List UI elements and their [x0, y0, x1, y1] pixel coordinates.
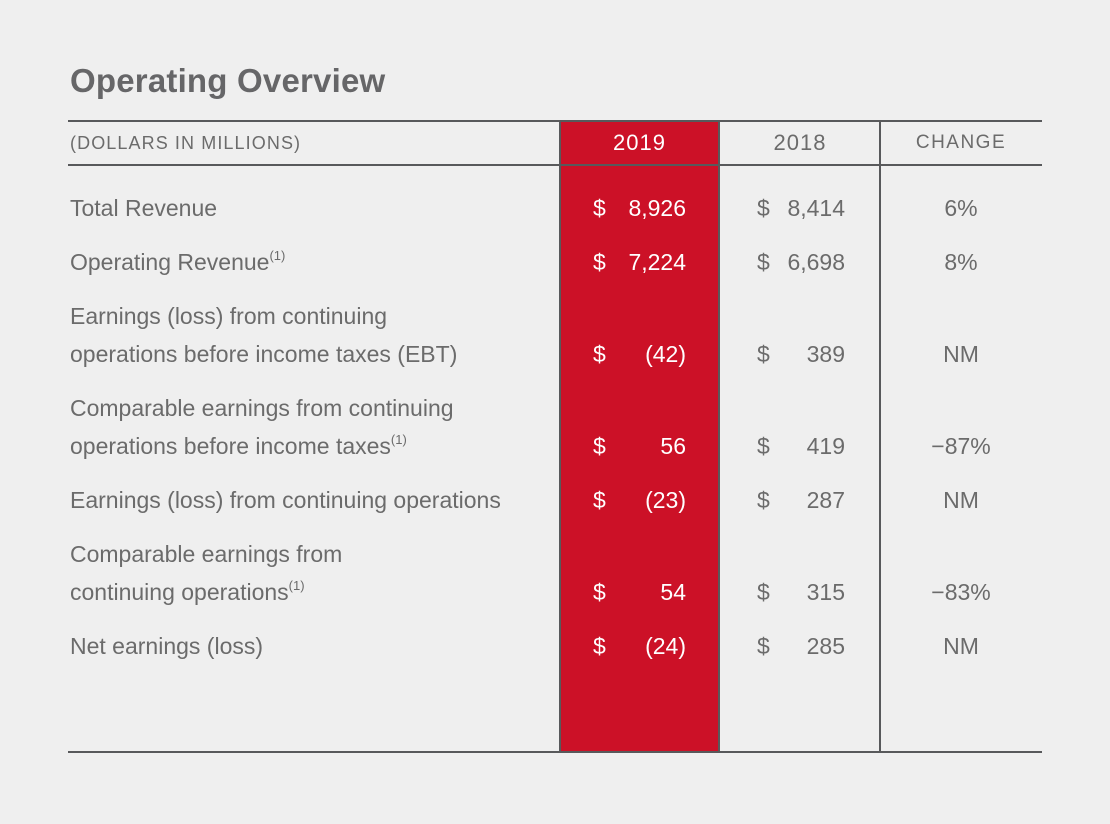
currency-symbol: $	[593, 487, 606, 513]
currency-symbol: $	[593, 341, 606, 367]
amount: 8,926	[628, 195, 686, 221]
footnote-ref: (1)	[288, 578, 305, 594]
currency-symbol: $	[757, 487, 770, 513]
table-row-total-revenue: Total Revenue $ 8,926 $ 8,414 6%	[68, 189, 1042, 227]
amount: 8,414	[787, 195, 845, 221]
amount: 315	[806, 579, 845, 605]
value-change: −87%	[931, 433, 991, 459]
currency-symbol: $	[593, 579, 606, 605]
value-2019: $ 8,926	[559, 189, 720, 227]
table-row-comparable-earnings-continuing-ops: Comparable earnings from continuing oper…	[68, 535, 1042, 611]
table-header-row: (DOLLARS IN MILLIONS) 2019 2018 CHANGE	[68, 122, 1042, 166]
value-2018: $ 8,414	[720, 189, 880, 227]
amount: 285	[806, 633, 845, 659]
currency-symbol: $	[757, 249, 770, 275]
amount: 7,224	[628, 249, 686, 275]
currency-symbol: $	[757, 633, 770, 659]
table-body: Total Revenue $ 8,926 $ 8,414 6% Operati…	[68, 166, 1042, 665]
operating-overview-table: (DOLLARS IN MILLIONS) 2019 2018 CHANGE T…	[68, 120, 1042, 753]
row-label: Earnings (loss) from continuing operatio…	[70, 487, 501, 513]
value-2018: $ 6,698	[720, 243, 880, 281]
value-2018: $ 285	[720, 627, 880, 665]
currency-symbol: $	[593, 633, 606, 659]
amount: 6,698	[787, 249, 845, 275]
table-row-operating-revenue: Operating Revenue(1) $ 7,224 $ 6,698 8%	[68, 243, 1042, 281]
amount: 419	[806, 433, 845, 459]
currency-symbol: $	[593, 195, 606, 221]
value-change: NM	[943, 341, 979, 367]
amount: 287	[806, 487, 845, 513]
value-2018: $ 389	[720, 335, 880, 373]
column-header-units: (DOLLARS IN MILLIONS)	[70, 132, 302, 153]
value-change: −83%	[931, 579, 991, 605]
amount: 54	[660, 579, 686, 605]
currency-symbol: $	[757, 433, 770, 459]
currency-symbol: $	[593, 433, 606, 459]
amount: (24)	[645, 633, 686, 659]
column-header-2019: 2019	[613, 130, 666, 155]
currency-symbol: $	[757, 579, 770, 605]
value-2018: $ 287	[720, 481, 880, 519]
currency-symbol: $	[757, 341, 770, 367]
amount: (42)	[645, 341, 686, 367]
value-change: NM	[943, 633, 979, 659]
currency-symbol: $	[593, 249, 606, 275]
amount: 56	[660, 433, 686, 459]
value-2019: $ (42)	[559, 335, 720, 373]
value-2019: $ 54	[559, 573, 720, 611]
row-label: Operating Revenue(1)	[70, 248, 286, 275]
amount: 389	[806, 341, 845, 367]
row-label: Total Revenue	[70, 195, 218, 221]
table-row-earnings-continuing-ops: Earnings (loss) from continuing operatio…	[68, 481, 1042, 519]
row-label: Earnings (loss) from continuing operatio…	[70, 303, 458, 367]
value-2019: $ (23)	[559, 481, 720, 519]
amount: (23)	[645, 487, 686, 513]
footnote-ref: (1)	[269, 248, 286, 264]
column-divider-2018-change	[879, 122, 881, 751]
table-row-ebt: Earnings (loss) from continuing operatio…	[68, 297, 1042, 373]
row-label: Comparable earnings from continuing oper…	[70, 541, 343, 605]
page-title: Operating Overview	[70, 62, 386, 99]
column-header-2018: 2018	[773, 130, 827, 155]
value-change: 6%	[944, 195, 978, 221]
value-2019: $ 7,224	[559, 243, 720, 281]
table-row-net-earnings: Net earnings (loss) $ (24) $ 285 NM	[68, 627, 1042, 665]
table-row-comparable-ebt: Comparable earnings from continuing oper…	[68, 389, 1042, 465]
row-label: Net earnings (loss)	[70, 633, 264, 659]
column-header-change: CHANGE	[915, 132, 1007, 153]
row-label: Comparable earnings from continuing oper…	[70, 395, 454, 459]
value-2018: $ 315	[720, 573, 880, 611]
value-change: NM	[943, 487, 979, 513]
value-2019: $ (24)	[559, 627, 720, 665]
value-change: 8%	[944, 249, 978, 275]
value-2018: $ 419	[720, 427, 880, 465]
currency-symbol: $	[757, 195, 770, 221]
highlight-column-2019	[559, 122, 720, 751]
footnote-ref: (1)	[390, 432, 407, 448]
value-2019: $ 56	[559, 427, 720, 465]
